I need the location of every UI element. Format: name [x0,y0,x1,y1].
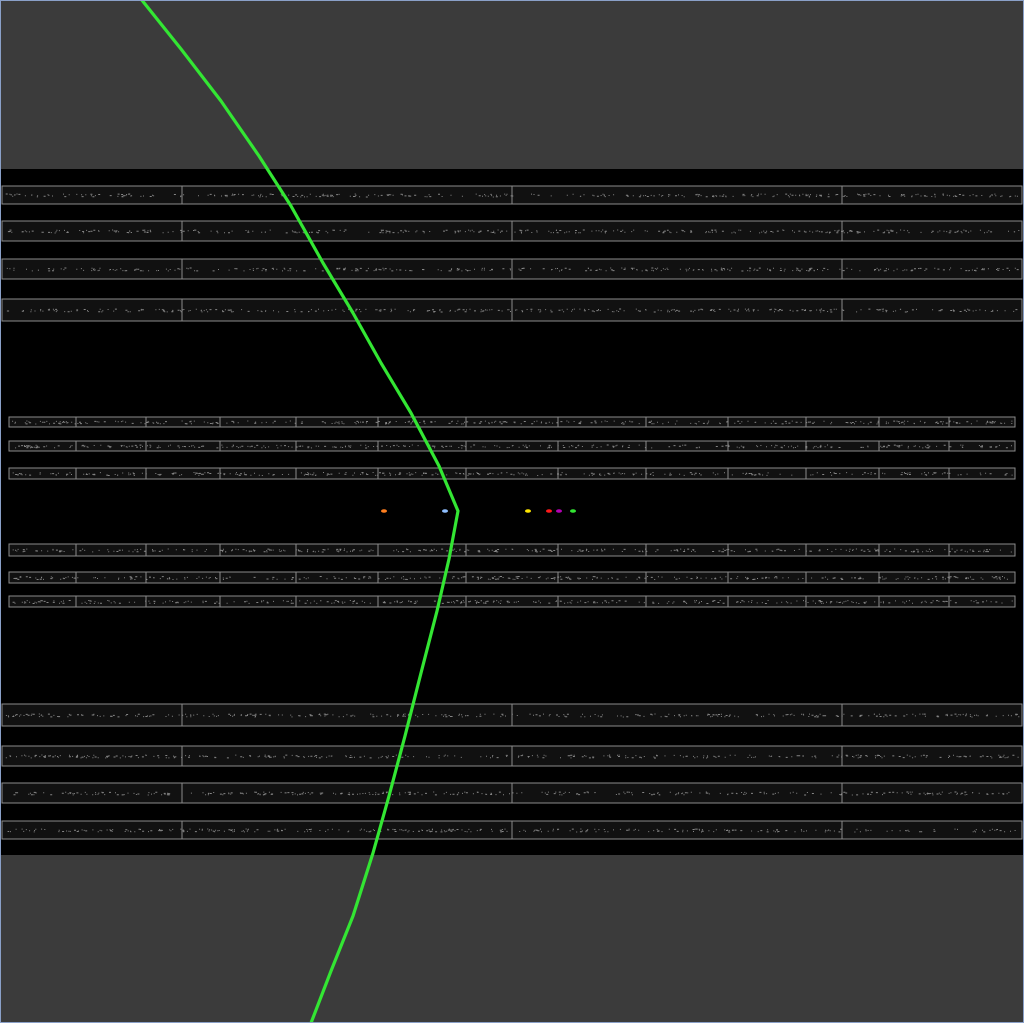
inner-row-strip [8,595,1016,608]
row-strips [1,185,1023,840]
outer-row-strip [1,185,1023,205]
marker-dot [546,509,552,513]
outer-row-strip [1,298,1023,322]
outer-row-strip [1,703,1023,727]
color-markers [381,509,576,513]
inner-row-strip [8,440,1016,452]
marker-dot [442,509,448,513]
marker-dot [525,509,531,513]
outer-row-strip [1,782,1023,804]
marker-dot [556,509,562,513]
dark-band [1,169,1023,855]
outer-row-strip [1,220,1023,242]
inner-row-strip [8,571,1016,584]
outer-row-strip [1,258,1023,280]
inner-row-strip [8,416,1016,428]
outer-row-strip [1,745,1023,767]
inner-row-strip [8,543,1016,557]
inner-row-strip [8,467,1016,480]
marker-dot [381,509,387,513]
outer-row-strip [1,820,1023,840]
trajectory-line [140,1,460,1022]
marker-dot [570,509,576,513]
